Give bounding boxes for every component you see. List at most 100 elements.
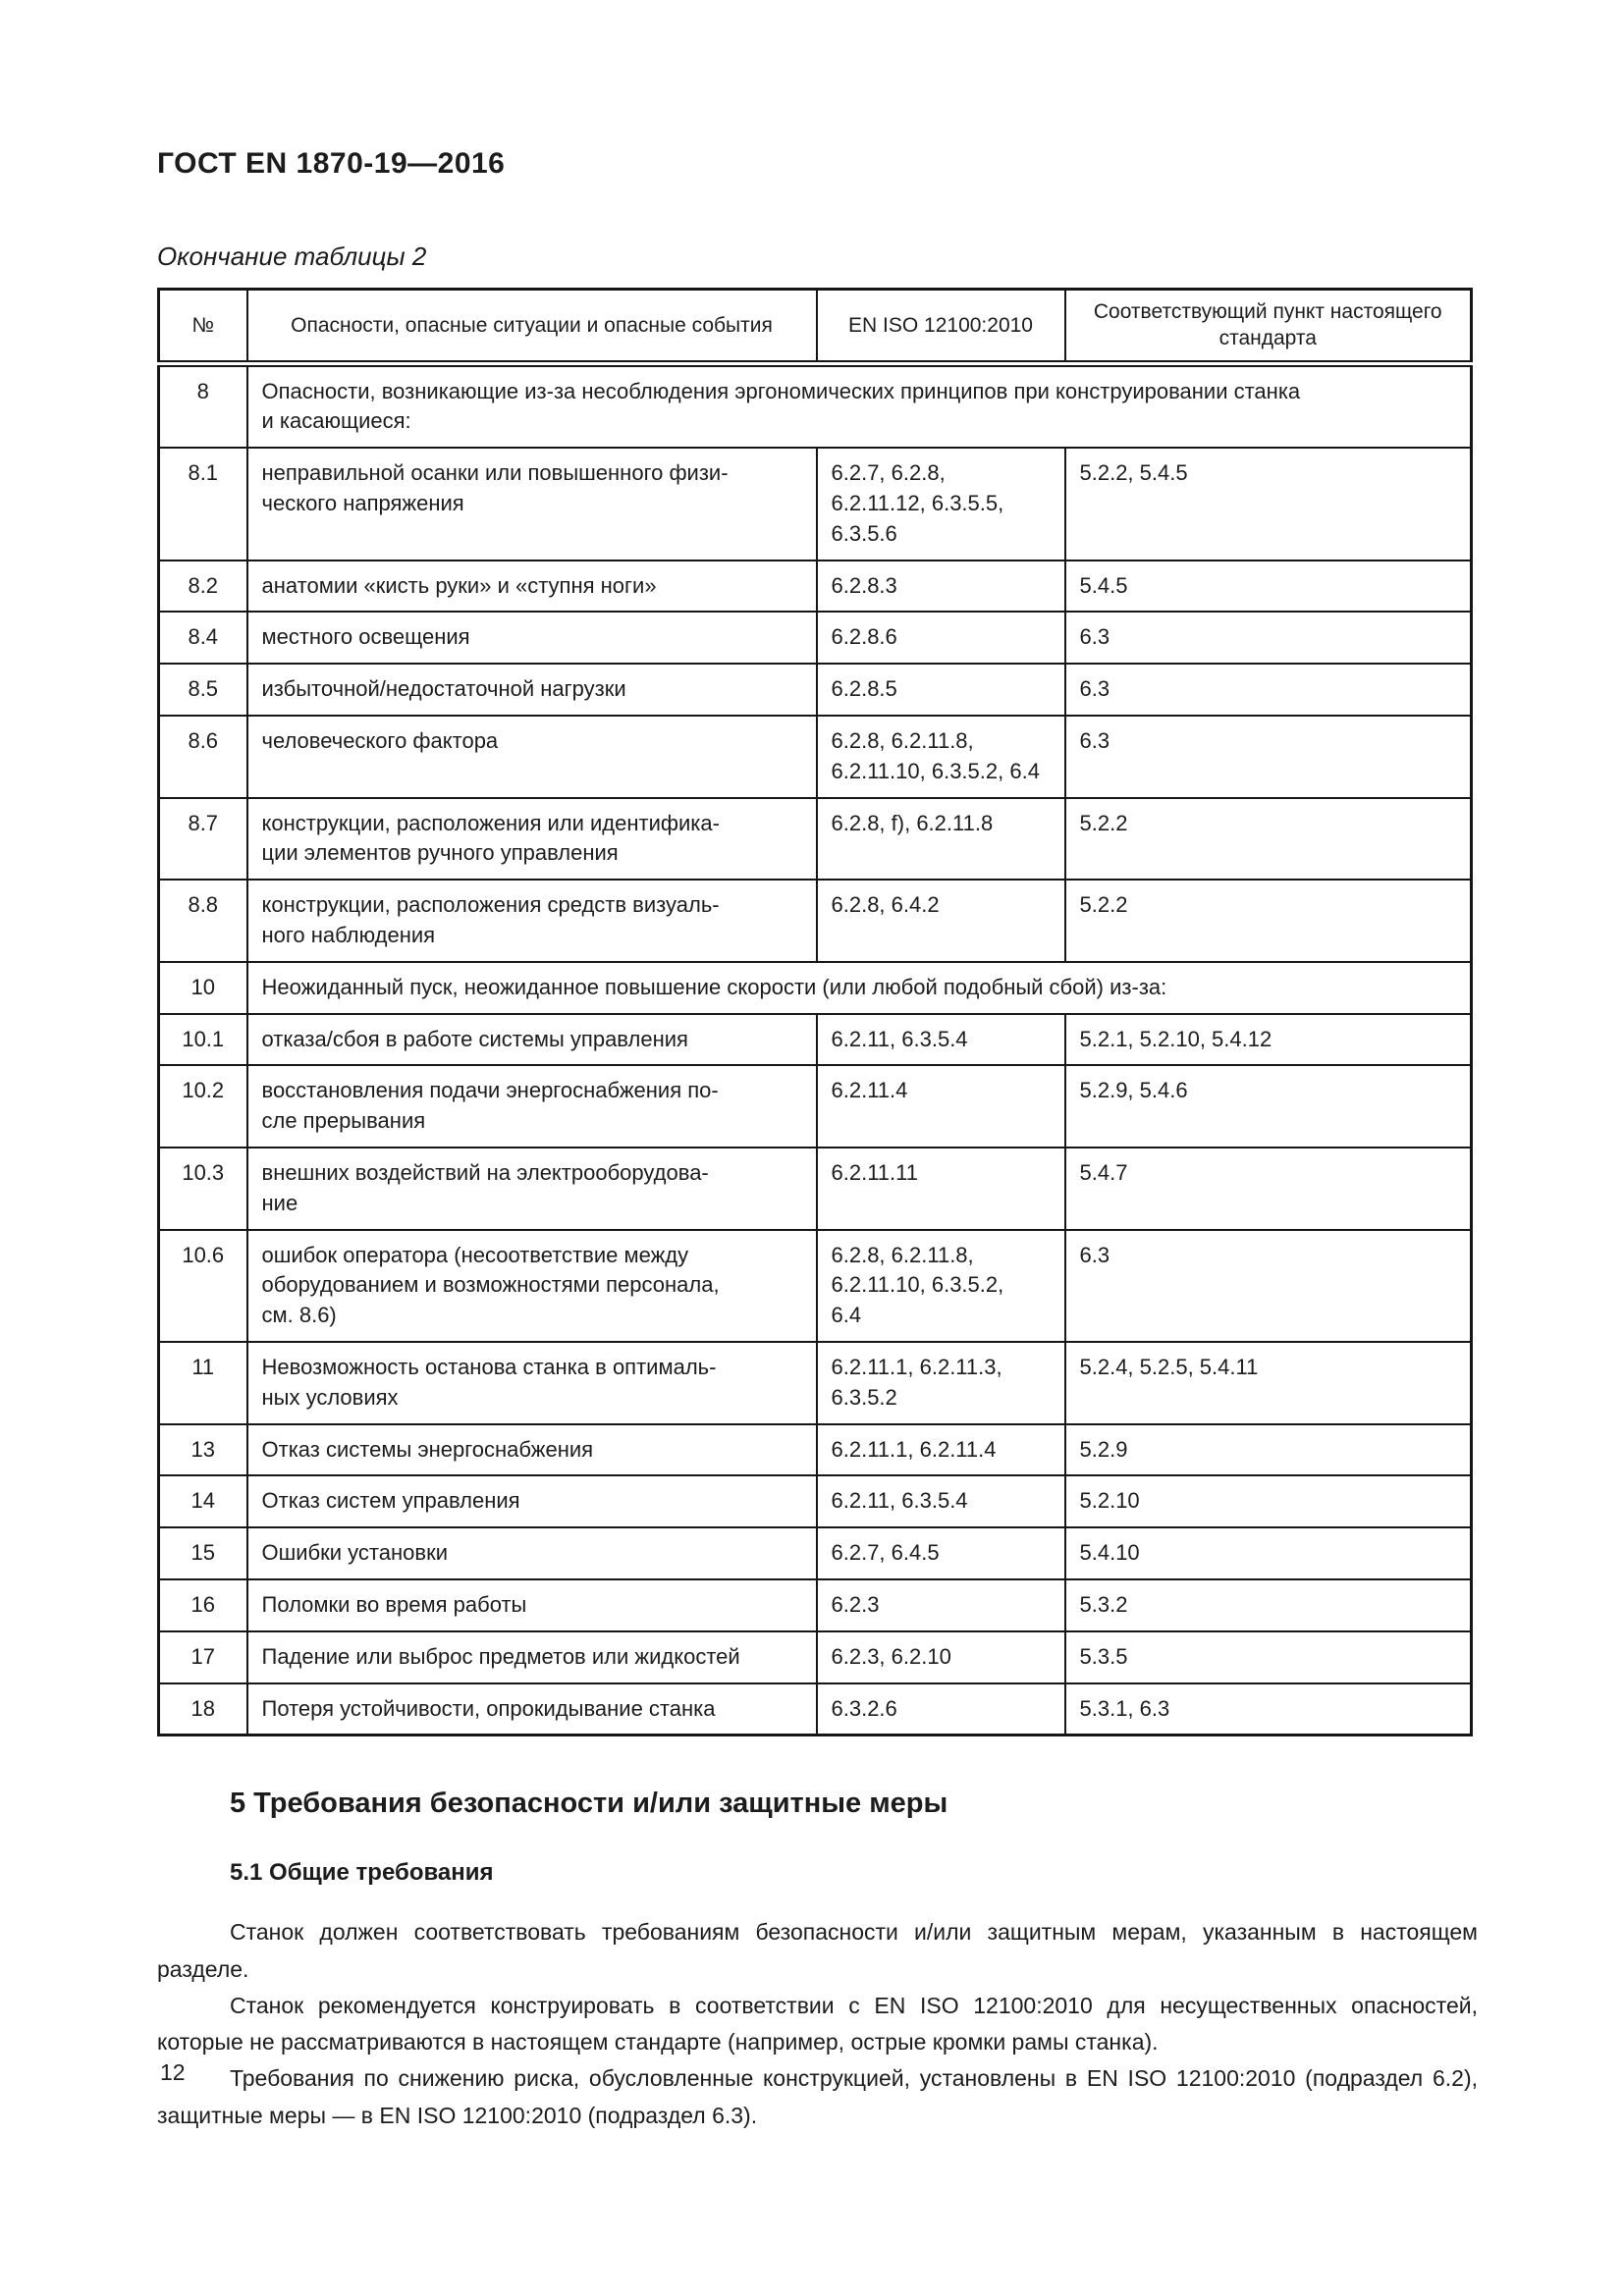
section-heading: 5 Требования безопасности и/или защитные… — [230, 1788, 948, 1820]
iso-cell: 6.2.8, 6.4.2 — [815, 879, 1066, 963]
page-number: 12 — [160, 2059, 186, 2085]
row-number: 11 — [157, 1340, 248, 1425]
paragraph: Требования по снижению риска, обусловлен… — [157, 2065, 1478, 2128]
iso-cell: 6.2.3 — [815, 1577, 1066, 1632]
clause-cell: 5.4.7 — [1063, 1146, 1473, 1231]
hazard-cell: отказа/сбоя в работе системы управления — [245, 1012, 818, 1067]
body-text: Станок должен соответствовать требования… — [157, 1914, 1478, 2134]
clause-cell: 6.3 — [1063, 1228, 1473, 1343]
iso-cell: 6.2.11.1, 6.2.11.4 — [815, 1422, 1066, 1477]
row-number: 14 — [157, 1474, 248, 1529]
row-number: 15 — [157, 1526, 248, 1580]
iso-cell: 6.2.8.3 — [815, 559, 1066, 614]
row-number: 8.6 — [157, 714, 248, 799]
hazard-cell: избыточной/недостаточной нагрузки — [245, 663, 818, 717]
column-header-iso: EN ISO 12100:2010 — [815, 288, 1066, 367]
iso-cell: 6.2.7, 6.4.5 — [815, 1526, 1066, 1580]
clause-cell: 6.3 — [1063, 663, 1473, 717]
hazard-cell: Отказ систем управления — [245, 1474, 818, 1529]
hazard-cell: конструкции, расположения или идентифика… — [245, 796, 818, 881]
sub-heading: 5.1 Общие требования — [230, 1859, 494, 1887]
iso-cell: 6.2.11.4 — [815, 1064, 1066, 1148]
table-row: 10.1 отказа/сбоя в работе системы управл… — [157, 1012, 1473, 1067]
hazard-cell: Ошибки установки — [245, 1526, 818, 1580]
table-row: 8.7 конструкции, расположения или иденти… — [157, 796, 1473, 881]
row-number: 10.2 — [157, 1064, 248, 1148]
column-header-clause: Соответствующий пункт настоящего стандар… — [1063, 288, 1473, 367]
hazard-cell: конструкции, расположения средств визуал… — [245, 879, 818, 963]
row-number: 18 — [157, 1682, 248, 1736]
hazard-cell: Падение или выброс предметов или жидкост… — [245, 1629, 818, 1684]
group-cell: Неожиданный пуск, неожиданное повышение … — [245, 960, 1473, 1015]
table-row: 10.3 внешних воздействий на электрообору… — [157, 1146, 1473, 1231]
group-cell: Опасности, возникающие из-за несоблюдени… — [245, 362, 1473, 450]
table-row-group: 10 Неожиданный пуск, неожиданное повышен… — [157, 960, 1473, 1015]
row-number: 8.8 — [157, 879, 248, 963]
hazard-cell: внешних воздействий на электрооборудова-… — [245, 1146, 818, 1231]
table-row: 15 Ошибки установки 6.2.7, 6.4.5 5.4.10 — [157, 1526, 1473, 1580]
iso-cell: 6.2.3, 6.2.10 — [815, 1629, 1066, 1684]
clause-cell: 5.2.2 — [1063, 879, 1473, 963]
clause-cell: 5.2.4, 5.2.5, 5.4.11 — [1063, 1340, 1473, 1425]
table-row: 14 Отказ систем управления 6.2.11, 6.3.5… — [157, 1474, 1473, 1529]
clause-cell: 5.2.10 — [1063, 1474, 1473, 1529]
clause-cell: 5.4.10 — [1063, 1526, 1473, 1580]
table-caption: Окончание таблицы 2 — [157, 241, 427, 271]
row-number: 8.5 — [157, 663, 248, 717]
row-number: 17 — [157, 1629, 248, 1684]
hazard-cell: Невозможность останова станка в оптималь… — [245, 1340, 818, 1425]
iso-cell: 6.2.8, 6.2.11.8, 6.2.11.10, 6.3.5.2, 6.4 — [815, 1228, 1066, 1343]
table-row: 10.6 ошибок оператора (несоответствие ме… — [157, 1228, 1473, 1343]
row-number: 8.1 — [157, 447, 248, 561]
iso-cell: 6.2.11.1, 6.2.11.3, 6.3.5.2 — [815, 1340, 1066, 1425]
table-row: 8.8 конструкции, расположения средств ви… — [157, 879, 1473, 963]
table-row: 16 Поломки во время работы 6.2.3 5.3.2 — [157, 1577, 1473, 1632]
iso-cell: 6.2.11, 6.3.5.4 — [815, 1012, 1066, 1067]
clause-cell: 5.2.9, 5.4.6 — [1063, 1064, 1473, 1148]
clause-cell: 5.2.9 — [1063, 1422, 1473, 1477]
clause-cell: 6.3 — [1063, 611, 1473, 666]
table-row: 8.2 анатомии «кисть руки» и «ступня ноги… — [157, 559, 1473, 614]
clause-cell: 5.2.2 — [1063, 796, 1473, 881]
hazards-table: № Опасности, опасные ситуации и опасные … — [157, 288, 1473, 1737]
iso-cell: 6.2.7, 6.2.8, 6.2.11.12, 6.3.5.5, 6.3.5.… — [815, 447, 1066, 561]
table-row-group: 8 Опасности, возникающие из-за несоблюде… — [157, 362, 1473, 450]
table-row: 10.2 восстановления подачи энергоснабжен… — [157, 1064, 1473, 1148]
table-row: 18 Потеря устойчивости, опрокидывание ст… — [157, 1682, 1473, 1736]
row-number: 10.6 — [157, 1228, 248, 1343]
table-row: 8.4 местного освещения 6.2.8.6 6.3 — [157, 611, 1473, 666]
clause-cell: 5.3.1, 6.3 — [1063, 1682, 1473, 1736]
row-number: 10 — [157, 960, 248, 1015]
hazard-cell: Отказ системы энергоснабжения — [245, 1422, 818, 1477]
row-number: 10.3 — [157, 1146, 248, 1231]
table-row: 13 Отказ системы энергоснабжения 6.2.11.… — [157, 1422, 1473, 1477]
table-row: 8.5 избыточной/недостаточной нагрузки 6.… — [157, 663, 1473, 717]
iso-cell: 6.2.8.5 — [815, 663, 1066, 717]
table-row: 8.1 неправильной осанки или повышенного … — [157, 447, 1473, 561]
table-row: 8.6 человеческого фактора 6.2.8, 6.2.11.… — [157, 714, 1473, 799]
paragraph: Станок должен соответствовать требования… — [157, 1919, 1478, 1982]
hazard-cell: неправильной осанки или повышенного физи… — [245, 447, 818, 561]
iso-cell: 6.2.11, 6.3.5.4 — [815, 1474, 1066, 1529]
clause-cell: 5.4.5 — [1063, 559, 1473, 614]
row-number: 8.7 — [157, 796, 248, 881]
clause-cell: 5.2.1, 5.2.10, 5.4.12 — [1063, 1012, 1473, 1067]
row-number: 8.2 — [157, 559, 248, 614]
clause-cell: 5.3.2 — [1063, 1577, 1473, 1632]
row-number: 8.4 — [157, 611, 248, 666]
hazard-cell: человеческого фактора — [245, 714, 818, 799]
clause-cell: 6.3 — [1063, 714, 1473, 799]
row-number: 10.1 — [157, 1012, 248, 1067]
clause-cell: 5.2.2, 5.4.5 — [1063, 447, 1473, 561]
hazard-cell: Поломки во время работы — [245, 1577, 818, 1632]
hazard-cell: местного освещения — [245, 611, 818, 666]
hazard-cell: ошибок оператора (несоответствие между о… — [245, 1228, 818, 1343]
iso-cell: 6.2.8, 6.2.11.8, 6.2.11.10, 6.3.5.2, 6.4 — [815, 714, 1066, 799]
page-title: ГОСТ EN 1870-19—2016 — [157, 147, 506, 180]
iso-cell: 6.2.8, f), 6.2.11.8 — [815, 796, 1066, 881]
iso-cell: 6.2.11.11 — [815, 1146, 1066, 1231]
table-header-row: № Опасности, опасные ситуации и опасные … — [157, 288, 1473, 367]
clause-cell: 5.3.5 — [1063, 1629, 1473, 1684]
table-row: 17 Падение или выброс предметов или жидк… — [157, 1629, 1473, 1684]
